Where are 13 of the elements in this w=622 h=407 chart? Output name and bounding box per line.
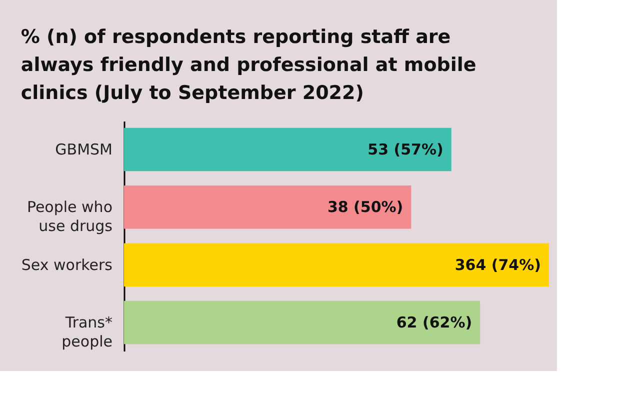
y-tick-label: People who use drugs	[26, 198, 113, 236]
bar	[124, 186, 412, 229]
y-tick-label: GBMSM	[55, 140, 112, 159]
bar	[124, 300, 480, 344]
bar	[124, 128, 452, 172]
y-tick-label: Sex workers	[21, 256, 113, 274]
data-label: 62 (62%)	[396, 313, 472, 332]
data-label: 364 (74%)	[454, 256, 541, 274]
bar	[124, 243, 549, 286]
y-tick-label: Trans* people	[62, 313, 113, 350]
data-label: 53 (57%)	[368, 140, 444, 159]
data-label: 38 (50%)	[327, 198, 404, 216]
chart-title: % (n) of respondents reporting staff are always friendly and professional at mobile clinics (July to September 2022)	[20, 26, 476, 104]
